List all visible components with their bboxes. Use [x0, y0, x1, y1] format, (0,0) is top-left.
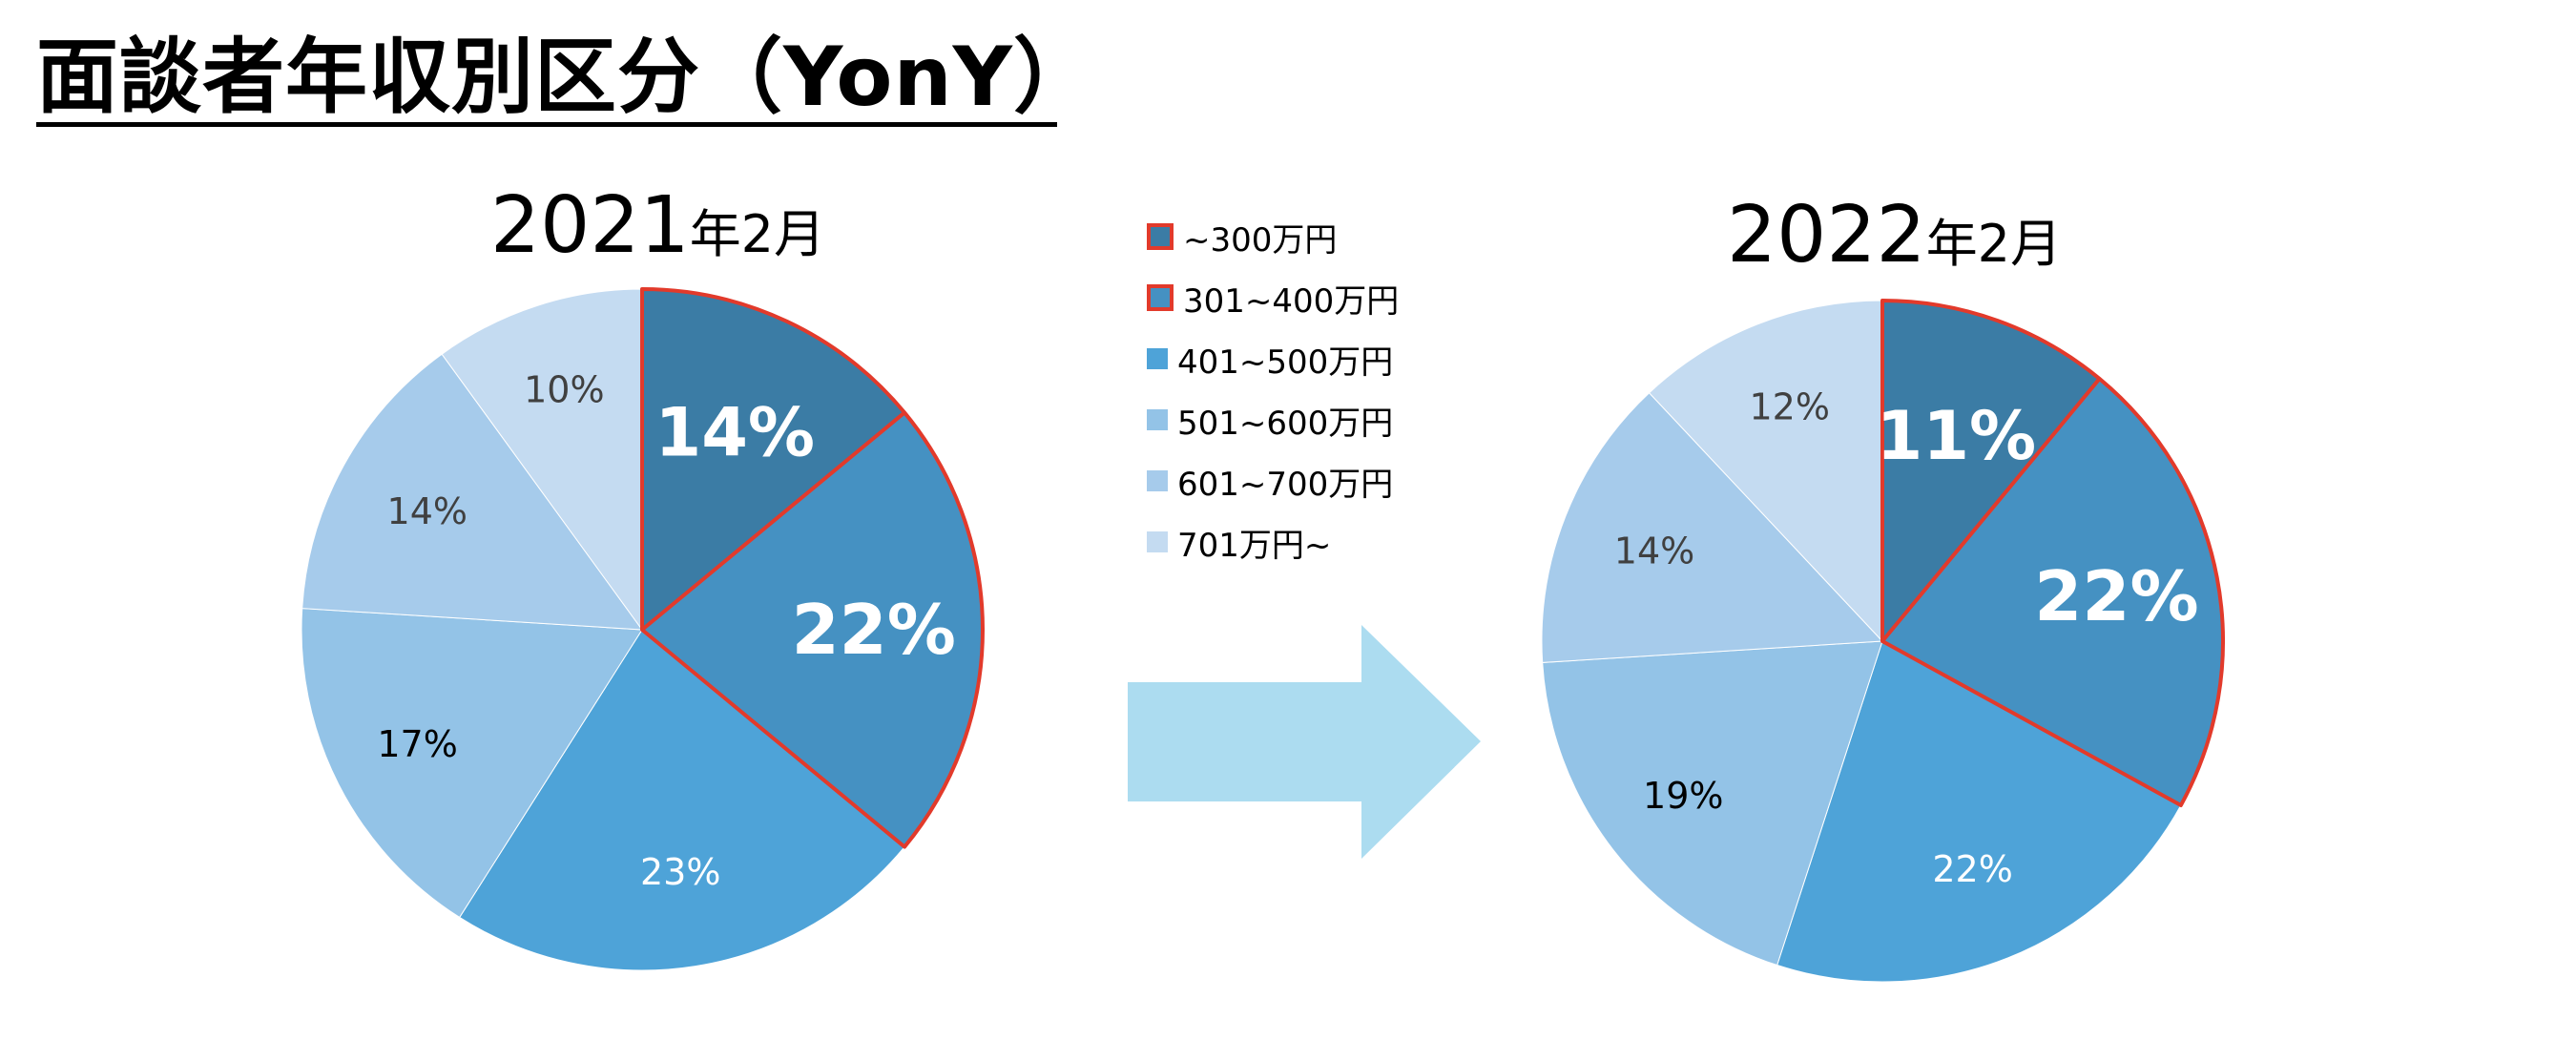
data-label: 22%	[2034, 556, 2198, 636]
legend-swatch	[1147, 470, 1168, 491]
legend-label: 701万円~	[1177, 526, 1332, 565]
legend-item: ~300万円	[1147, 206, 1399, 267]
chart-title-month: 年2月	[689, 204, 826, 264]
legend-item: 601~700万円	[1147, 450, 1399, 511]
chart-title-2021: 2021年2月	[490, 187, 825, 265]
legend-item: 401~500万円	[1147, 328, 1399, 389]
pie-slice	[1541, 392, 1884, 663]
page-title: 面談者年収別区分（YonY）	[36, 30, 1096, 125]
highlight-outline	[640, 287, 985, 849]
chart-title-month: 年2月	[1925, 214, 2063, 274]
data-label: 17%	[377, 723, 457, 765]
legend-label: ~300万円	[1183, 220, 1338, 260]
pie-slice	[1776, 640, 2182, 983]
chart-legend: ~300万円 301~400万円 401~500万円 501~600万円 601~700…	[1147, 206, 1399, 572]
legend-label: 401~500万円	[1177, 343, 1394, 382]
pie-slice	[301, 353, 644, 631]
legend-item: 701万円~	[1147, 511, 1399, 572]
pie-slice	[459, 629, 905, 971]
right-arrow-icon	[1128, 625, 1481, 859]
legend-swatch	[1147, 409, 1168, 430]
legend-swatch	[1147, 348, 1168, 369]
pie-slice	[441, 288, 643, 632]
data-label: 19%	[1643, 775, 1723, 817]
data-label: 22%	[1932, 848, 2012, 890]
data-label: 23%	[640, 851, 720, 893]
legend-label: 301~400万円	[1183, 281, 1400, 321]
highlight-outline	[1880, 299, 2225, 807]
data-label: 14%	[1614, 530, 1694, 572]
title-underline	[36, 122, 1057, 127]
legend-item: 301~400万円	[1147, 267, 1399, 328]
legend-label: 501~600万円	[1177, 404, 1394, 443]
data-label: 12%	[1750, 385, 1830, 427]
chart-title-2022: 2022年2月	[1727, 197, 2062, 275]
data-label: 14%	[655, 393, 816, 471]
chart-title-year: 2022	[1727, 190, 1926, 281]
data-label: 14%	[387, 490, 467, 532]
legend-swatch	[1147, 223, 1174, 250]
chart-title-year: 2021	[490, 180, 690, 271]
pie-slice	[301, 608, 643, 919]
legend-swatch	[1147, 531, 1168, 552]
legend-swatch	[1147, 284, 1174, 311]
legend-item: 501~600万円	[1147, 389, 1399, 450]
data-label: 11%	[1877, 397, 2037, 475]
pie-slice	[1542, 640, 1883, 967]
data-label: 22%	[792, 590, 956, 670]
pie-slice	[1648, 300, 1883, 643]
legend-label: 601~700万円	[1177, 465, 1394, 504]
data-label: 10%	[524, 369, 604, 411]
